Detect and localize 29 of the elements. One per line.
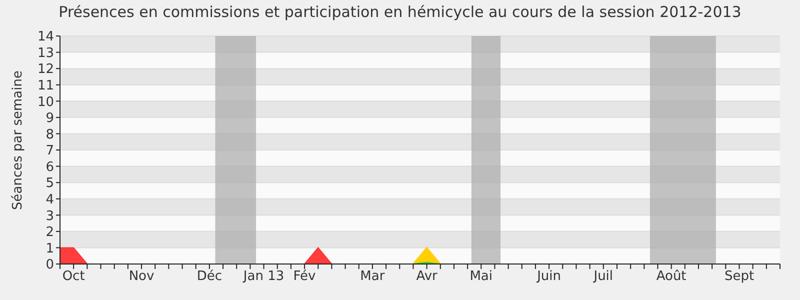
y-tick-label: 8 xyxy=(46,127,54,142)
x-tick-label: Juin xyxy=(536,269,562,284)
y-tick-label: 14 xyxy=(37,30,54,45)
y-axis-title: Séances par semaine xyxy=(10,70,26,210)
x-tick-label: Fév xyxy=(293,269,316,284)
x-tick-label: Avr xyxy=(416,269,438,284)
x-tick-label: Déc xyxy=(196,269,222,284)
y-tick-label: 0 xyxy=(46,258,54,273)
y-tick-label: 12 xyxy=(37,62,54,78)
x-tick-label: Mai xyxy=(470,269,493,284)
y-tick-label: 6 xyxy=(46,160,54,175)
y-tick-label: 4 xyxy=(46,192,54,208)
y-tick-label: 1 xyxy=(46,241,54,256)
y-tick-label: 5 xyxy=(46,176,54,192)
y-tick-label: 7 xyxy=(46,144,54,159)
x-tick-label: Nov xyxy=(128,269,154,284)
x-tick-label: Août xyxy=(656,269,686,284)
y-tick-label: 11 xyxy=(37,78,54,94)
y-tick-label: 2 xyxy=(46,225,54,240)
y-tick-label: 9 xyxy=(46,111,54,126)
x-tick-label: Jan 13 xyxy=(242,269,284,284)
y-tick-label: 10 xyxy=(37,94,54,110)
x-tick-label: Mar xyxy=(360,269,386,284)
y-tick-label: 13 xyxy=(37,46,54,61)
x-tick-label: Oct xyxy=(62,269,85,284)
y-tick-label: 3 xyxy=(46,208,54,224)
x-tick-label: Juil xyxy=(592,269,614,284)
chart-title: Présences en commissions et participation en hémicycle au cours de la session 2012-2013 xyxy=(58,3,742,21)
x-tick-label: Sept xyxy=(724,269,754,284)
